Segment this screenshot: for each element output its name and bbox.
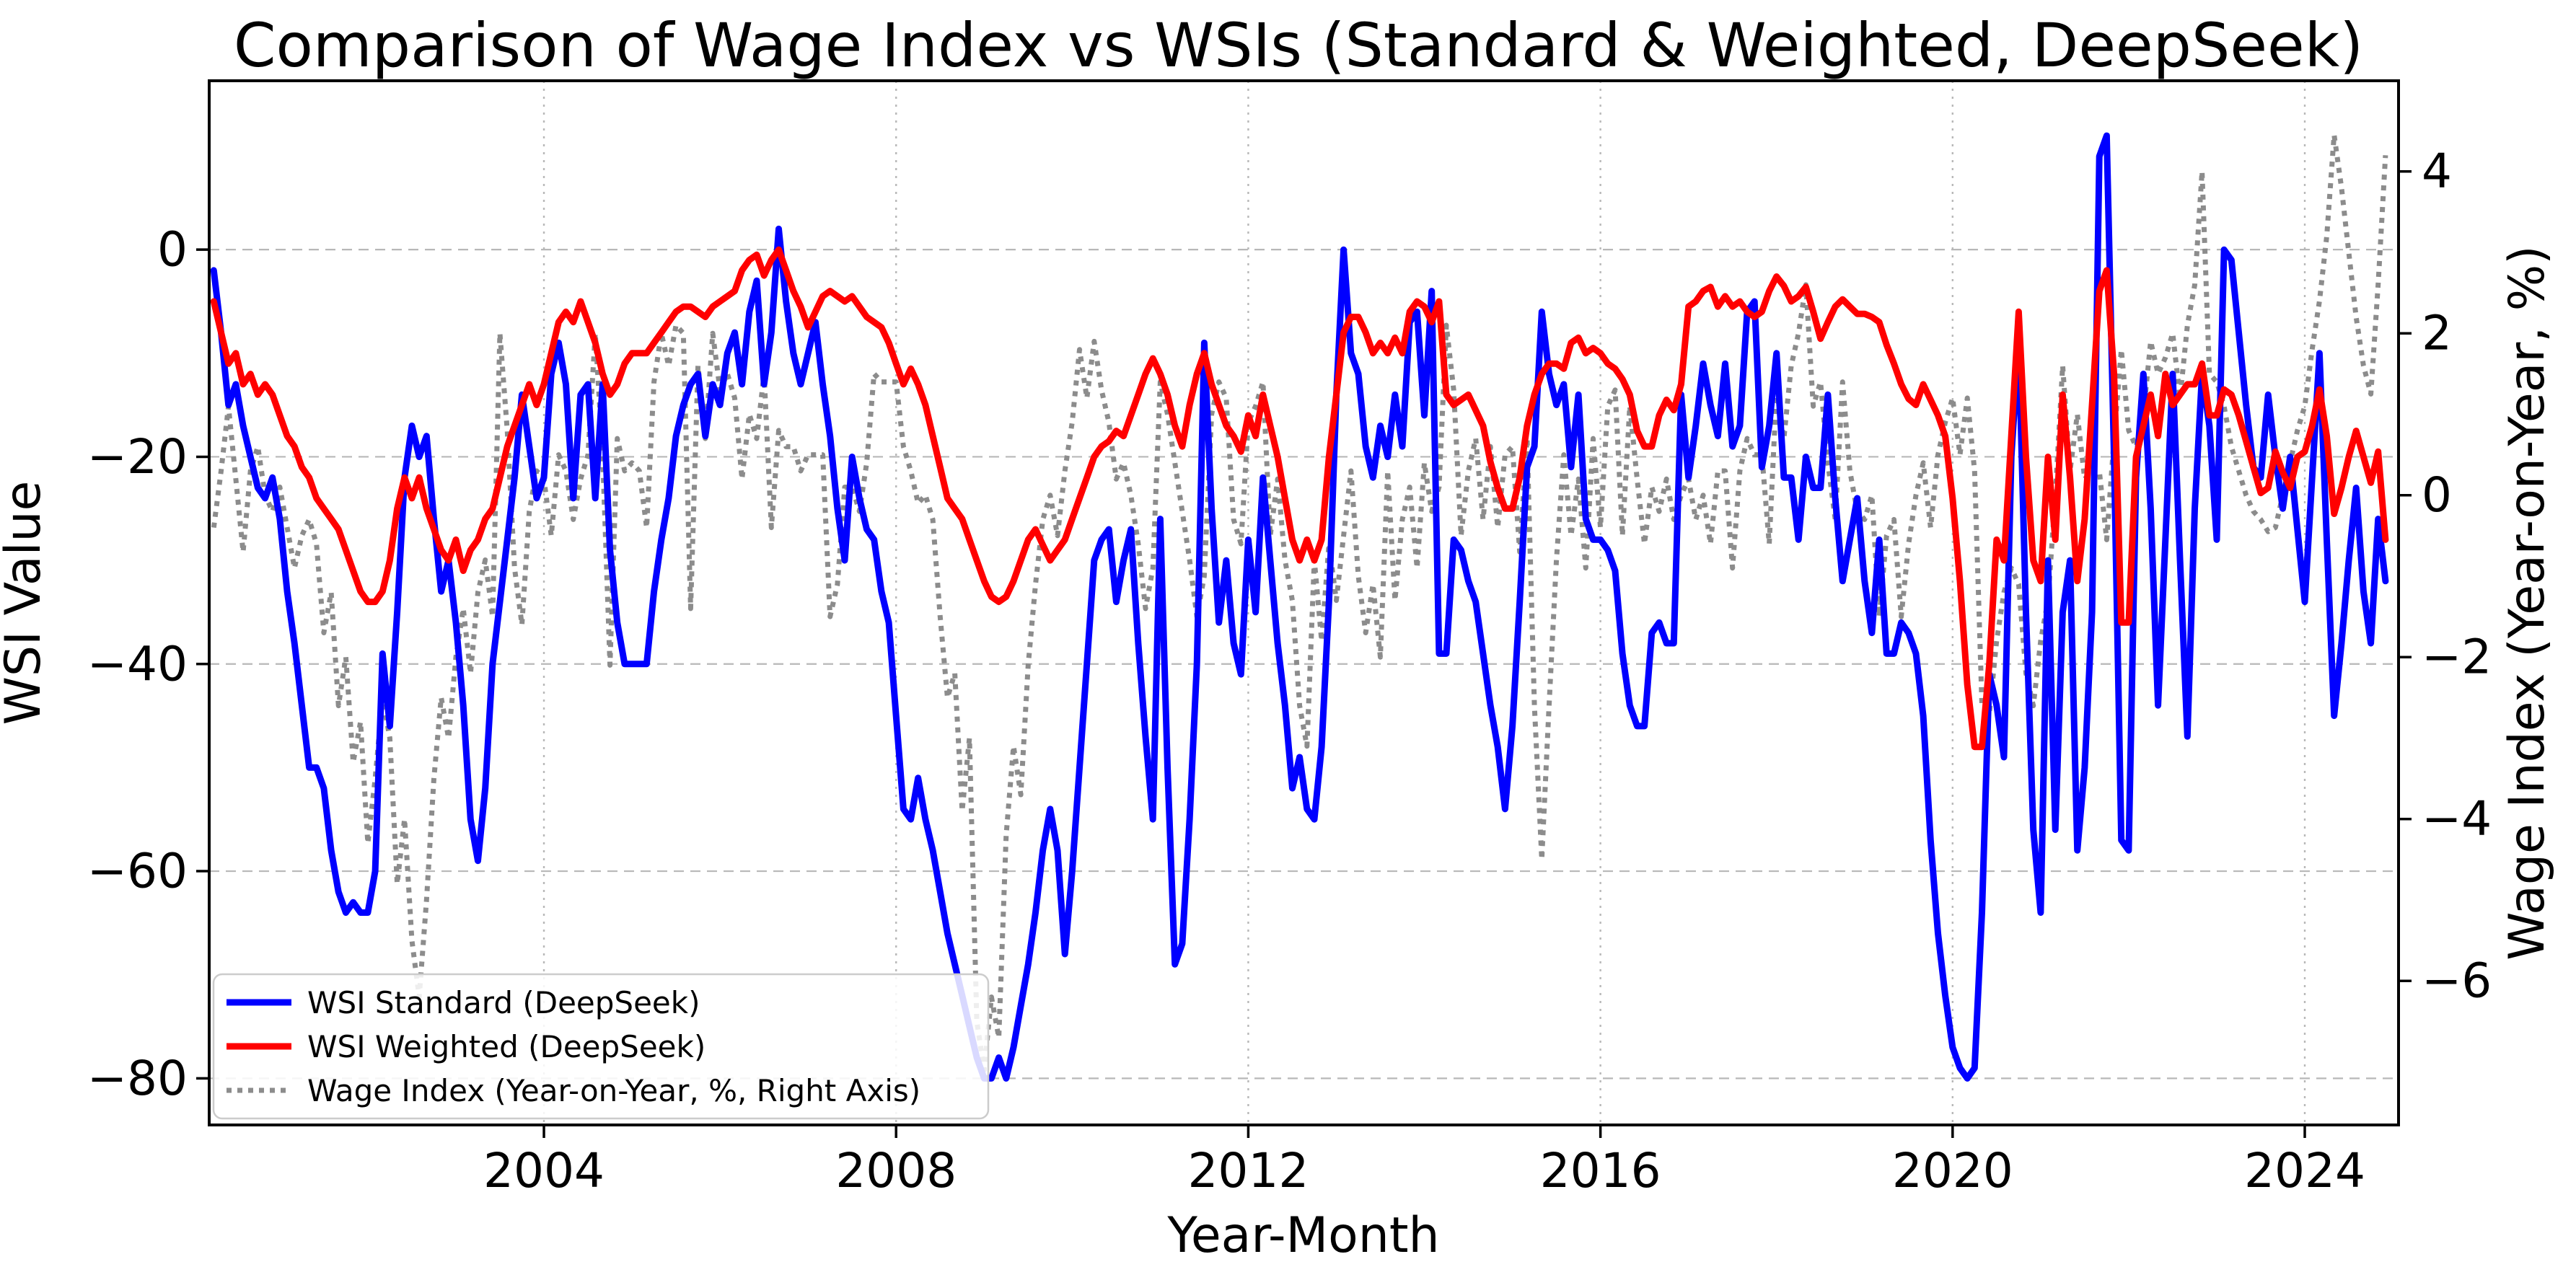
legend-box bbox=[212, 973, 990, 1120]
right-tick-label: 0 bbox=[2422, 467, 2452, 523]
left-tick-labels: 0 −20 −40 −60 −80 bbox=[87, 222, 188, 1106]
series-wsi-standard-line bbox=[210, 132, 2389, 1082]
right-tick-label: 2 bbox=[2422, 306, 2452, 361]
left-tick-label: −40 bbox=[87, 636, 188, 692]
right-tick-label: −2 bbox=[2422, 630, 2492, 685]
x-tick-label: 2020 bbox=[1892, 1143, 2013, 1199]
x-tick-labels: 2004 2008 2012 2016 2020 2024 bbox=[483, 1143, 2365, 1199]
x-tick-label: 2004 bbox=[483, 1143, 605, 1199]
right-tick-labels: 4 2 0 −2 −4 −6 bbox=[2422, 144, 2492, 1008]
vertical-gridlines bbox=[542, 81, 2306, 1125]
left-tick-label: −20 bbox=[87, 429, 188, 485]
plot-border bbox=[208, 79, 2400, 1126]
legend-label-wage-index: Wage Index (Year-on-Year, %, Right Axis) bbox=[307, 1073, 920, 1108]
chart-title: Comparison of Wage Index vs WSIs (Standa… bbox=[234, 10, 2363, 81]
series-wage-index-line bbox=[211, 132, 2388, 1073]
left-tick-label: −60 bbox=[87, 844, 188, 899]
legend: WSI Standard (DeepSeek) WSI Weighted (De… bbox=[212, 973, 990, 1120]
x-tick-label: 2008 bbox=[835, 1143, 957, 1199]
axis-tick-marks bbox=[196, 169, 2412, 1138]
x-tick-label: 2024 bbox=[2244, 1143, 2365, 1199]
right-axis-label: Wage Index (Year-on-Year, %) bbox=[2499, 245, 2556, 960]
right-tick-label: −6 bbox=[2422, 953, 2492, 1009]
right-tick-label: −4 bbox=[2422, 791, 2492, 847]
right-tick-label: 4 bbox=[2422, 144, 2452, 199]
x-axis-label: Year-Month bbox=[1166, 1207, 1439, 1264]
left-axis-label: WSI Value bbox=[0, 481, 52, 725]
x-tick-label: 2016 bbox=[1540, 1143, 1661, 1199]
x-tick-label: 2012 bbox=[1187, 1143, 1309, 1199]
left-tick-label: −80 bbox=[87, 1051, 188, 1106]
left-tick-label: 0 bbox=[157, 222, 188, 278]
legend-label-wsi-standard: WSI Standard (DeepSeek) bbox=[307, 985, 700, 1020]
series-wsi-weighted-line bbox=[210, 246, 2389, 751]
legend-label-wsi-weighted: WSI Weighted (DeepSeek) bbox=[307, 1029, 705, 1064]
